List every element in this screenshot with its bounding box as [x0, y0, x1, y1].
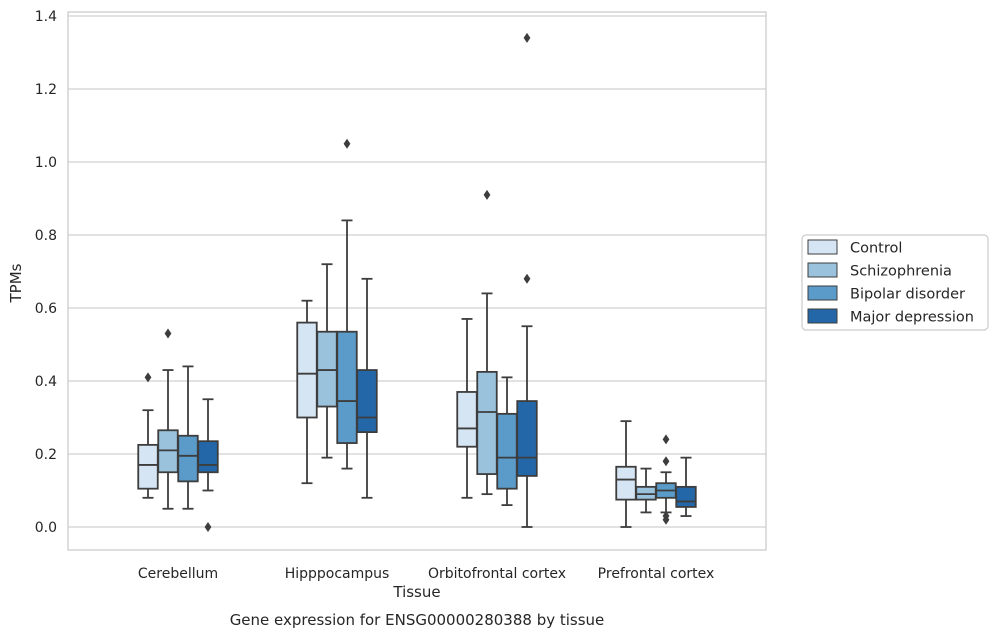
y-tick-label: 1.4: [35, 9, 57, 25]
box-control: [615, 420, 637, 528]
legend-swatch: [807, 308, 838, 324]
y-tick-label: 1.0: [35, 155, 57, 171]
box-control: [456, 318, 478, 499]
box-major-depression: [516, 32, 538, 528]
box-control: [296, 299, 318, 485]
box-iqr: [456, 391, 478, 448]
y-tick-label: 1.2: [35, 82, 57, 98]
outlier-point: [523, 32, 531, 43]
box-major-depression: [675, 456, 697, 517]
box-iqr: [316, 330, 338, 408]
outlier-point: [523, 273, 531, 284]
x-tick-label: Hipppocampus: [285, 566, 390, 582]
box-iqr: [137, 443, 159, 490]
box-bipolar-disorder: [655, 434, 677, 525]
box-major-depression: [356, 277, 378, 499]
legend-swatch: [807, 239, 838, 255]
box-iqr: [197, 440, 219, 474]
box-schizophrenia: [157, 328, 179, 510]
box-iqr: [177, 434, 199, 483]
chart-caption: Gene expression for ENSG00000280388 by t…: [230, 611, 605, 629]
box-iqr: [157, 429, 179, 474]
y-tick-label: 0.6: [35, 301, 57, 317]
box-iqr: [635, 485, 657, 501]
legend: Control Schizophrenia Bipolar disorder Majo…: [801, 234, 989, 331]
x-tick-label: Prefrontal cortex: [598, 566, 715, 582]
box-control: [137, 372, 159, 499]
outlier-point: [144, 372, 152, 383]
y-axis: 0.0 0.2 0.4 0.6 0.8 1.0 1.2 1.4: [35, 9, 57, 536]
box-schizophrenia: [316, 263, 338, 459]
box-iqr: [296, 321, 318, 419]
legend-label: Bipolar disorder: [850, 287, 965, 303]
y-tick-label: 0.8: [35, 228, 57, 244]
box-iqr: [516, 400, 538, 477]
box-major-depression: [197, 398, 219, 532]
box-bipolar-disorder: [336, 138, 358, 470]
outlier-point: [164, 328, 172, 339]
box-bipolar-disorder: [177, 365, 199, 510]
box-iqr: [675, 485, 697, 508]
outlier-point: [343, 138, 351, 149]
outlier-point: [662, 434, 670, 445]
legend-frame: [801, 234, 989, 331]
outlier-point: [662, 456, 670, 467]
box-bipolar-disorder: [496, 376, 518, 507]
y-axis-title: TPMs: [7, 263, 25, 303]
box-iqr: [476, 370, 498, 475]
box-iqr: [356, 369, 378, 433]
outlier-point: [662, 514, 670, 525]
x-tick-label: Cerebellum: [138, 566, 218, 582]
x-axis-title: Tissue: [392, 583, 440, 601]
box-iqr: [496, 412, 518, 490]
legend-label: Control: [850, 241, 902, 257]
legend-label: Major depression: [850, 310, 974, 326]
x-tick-label: Orbitofrontal cortex: [428, 566, 566, 582]
x-axis: Cerebellum Hipppocampus Orbitofrontal cort…: [138, 566, 714, 582]
box-iqr: [615, 465, 637, 501]
box-schizophrenia: [476, 189, 498, 496]
box-schizophrenia: [635, 467, 657, 514]
y-tick-label: 0.2: [35, 447, 57, 463]
outlier-point: [204, 522, 212, 532]
legend-label: Schizophrenia: [850, 264, 952, 280]
y-tick-label: 0.4: [35, 374, 57, 390]
legend-swatch: [807, 285, 838, 301]
outlier-point: [483, 189, 491, 200]
legend-swatch: [807, 262, 838, 278]
box-iqr: [336, 330, 358, 444]
box-plots: [137, 32, 697, 532]
plot-area: [67, 11, 767, 551]
y-tick-label: 0.0: [35, 520, 57, 536]
